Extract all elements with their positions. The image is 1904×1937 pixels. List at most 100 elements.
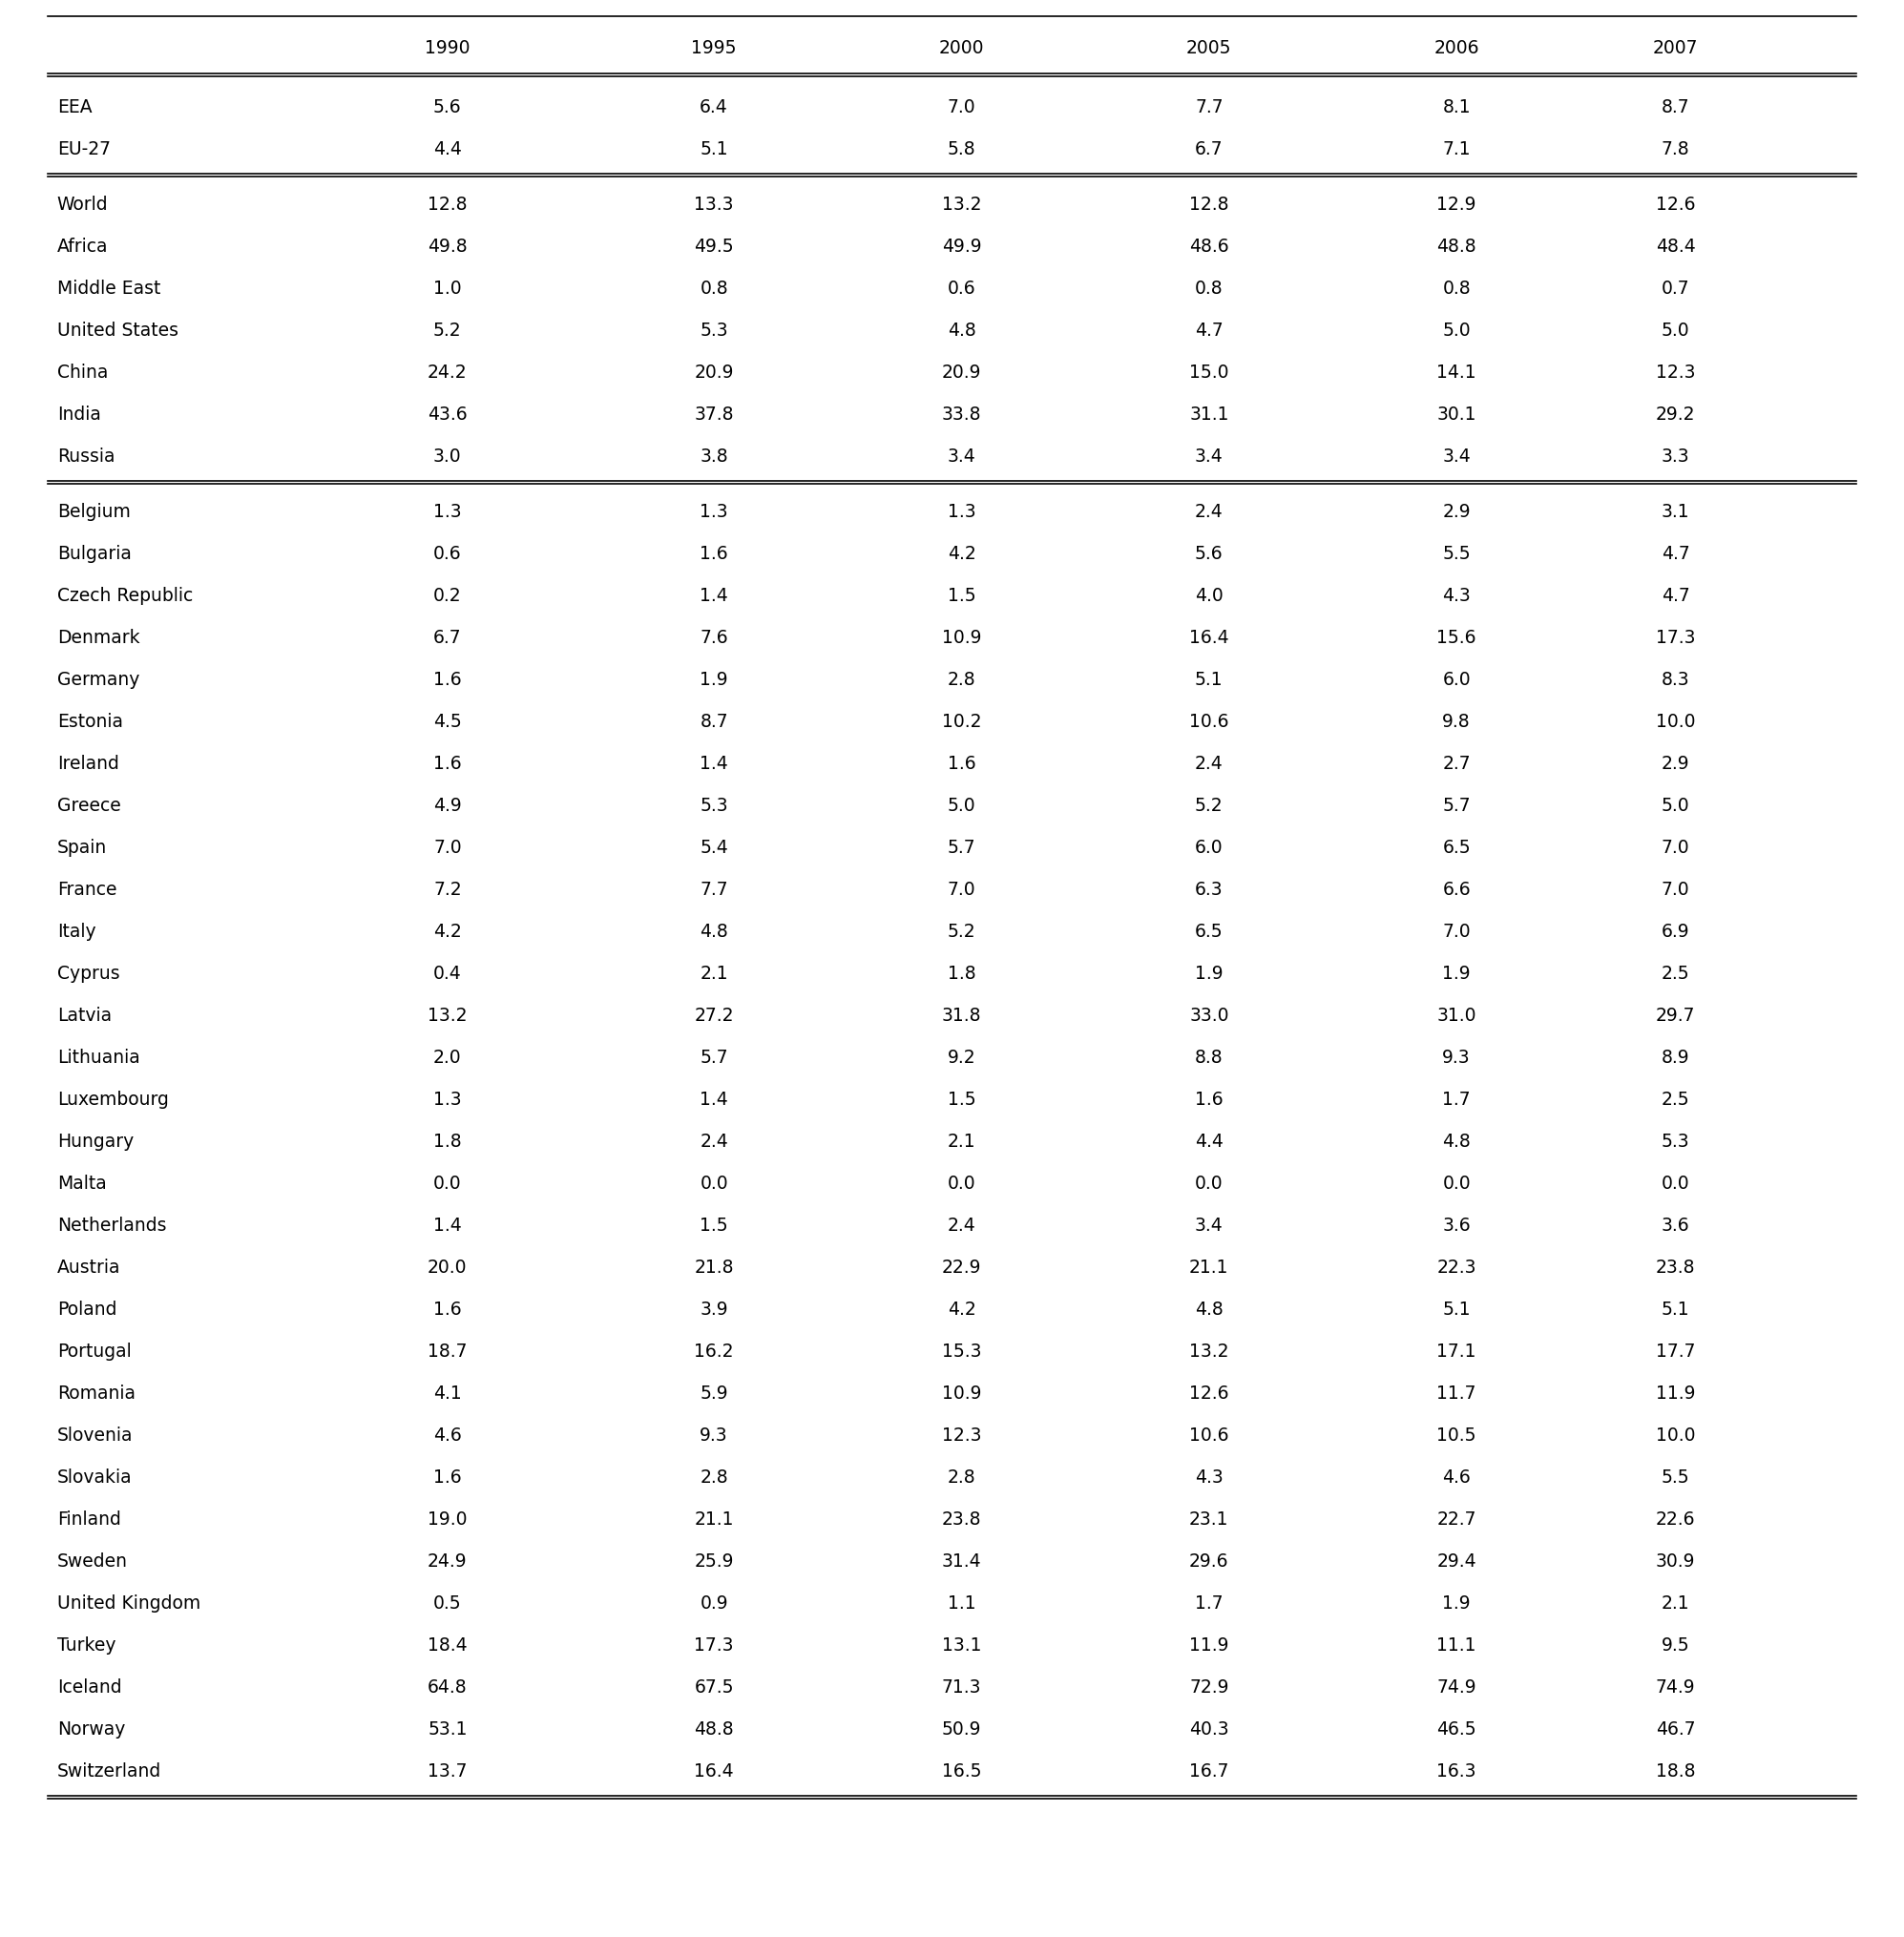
Text: 22.3: 22.3 — [1438, 1259, 1476, 1276]
Text: 0.8: 0.8 — [1443, 281, 1470, 298]
Text: 20.9: 20.9 — [695, 364, 733, 382]
Text: 2.1: 2.1 — [948, 1133, 975, 1151]
Text: 12.9: 12.9 — [1438, 196, 1476, 215]
Text: 0.0: 0.0 — [1443, 1174, 1470, 1193]
Text: 10.6: 10.6 — [1190, 1426, 1228, 1445]
Text: 1.4: 1.4 — [701, 587, 727, 604]
Text: 1.5: 1.5 — [948, 587, 975, 604]
Text: 5.7: 5.7 — [948, 839, 975, 856]
Text: 30.9: 30.9 — [1656, 1552, 1695, 1571]
Text: 13.2: 13.2 — [1190, 1342, 1228, 1360]
Text: 2.9: 2.9 — [1662, 755, 1689, 773]
Text: Finland: Finland — [57, 1511, 122, 1528]
Text: 1.9: 1.9 — [701, 670, 727, 690]
Text: 1.3: 1.3 — [701, 504, 727, 521]
Text: 16.5: 16.5 — [942, 1763, 981, 1780]
Text: 4.5: 4.5 — [434, 713, 461, 730]
Text: 5.0: 5.0 — [1443, 322, 1470, 341]
Text: 22.9: 22.9 — [942, 1259, 981, 1276]
Text: 21.1: 21.1 — [1190, 1259, 1228, 1276]
Text: Lithuania: Lithuania — [57, 1048, 139, 1067]
Text: 0.5: 0.5 — [434, 1594, 461, 1612]
Text: 1.6: 1.6 — [434, 755, 461, 773]
Text: 9.8: 9.8 — [1443, 713, 1470, 730]
Text: Switzerland: Switzerland — [57, 1763, 162, 1780]
Text: 3.1: 3.1 — [1662, 504, 1689, 521]
Text: 2.4: 2.4 — [948, 1216, 975, 1234]
Text: 4.2: 4.2 — [434, 922, 461, 941]
Text: 8.8: 8.8 — [1196, 1048, 1222, 1067]
Text: Belgium: Belgium — [57, 504, 131, 521]
Text: 5.2: 5.2 — [948, 922, 975, 941]
Text: 25.9: 25.9 — [695, 1552, 733, 1571]
Text: 4.8: 4.8 — [948, 322, 975, 341]
Text: 29.4: 29.4 — [1438, 1552, 1476, 1571]
Text: 0.4: 0.4 — [434, 965, 461, 982]
Text: 6.5: 6.5 — [1443, 839, 1470, 856]
Text: 23.8: 23.8 — [942, 1511, 981, 1528]
Text: 2.1: 2.1 — [701, 965, 727, 982]
Text: 0.7: 0.7 — [1662, 281, 1689, 298]
Text: 1.3: 1.3 — [434, 504, 461, 521]
Text: India: India — [57, 407, 101, 424]
Text: 21.1: 21.1 — [695, 1511, 733, 1528]
Text: 5.1: 5.1 — [701, 141, 727, 159]
Text: 11.1: 11.1 — [1438, 1637, 1476, 1654]
Text: 2.8: 2.8 — [701, 1468, 727, 1486]
Text: 2.8: 2.8 — [948, 670, 975, 690]
Text: 5.0: 5.0 — [1662, 322, 1689, 341]
Text: 3.8: 3.8 — [701, 447, 727, 467]
Text: 6.0: 6.0 — [1196, 839, 1222, 856]
Text: 14.1: 14.1 — [1438, 364, 1476, 382]
Text: 8.7: 8.7 — [1662, 99, 1689, 116]
Text: 33.0: 33.0 — [1190, 1007, 1228, 1025]
Text: 4.3: 4.3 — [1196, 1468, 1222, 1486]
Text: 7.0: 7.0 — [1662, 839, 1689, 856]
Text: 2.4: 2.4 — [1196, 504, 1222, 521]
Text: 5.2: 5.2 — [1196, 796, 1222, 815]
Text: 1.6: 1.6 — [434, 670, 461, 690]
Text: 2.7: 2.7 — [1443, 755, 1470, 773]
Text: 4.6: 4.6 — [1443, 1468, 1470, 1486]
Text: 17.3: 17.3 — [695, 1637, 733, 1654]
Text: 27.2: 27.2 — [695, 1007, 733, 1025]
Text: 10.5: 10.5 — [1438, 1426, 1476, 1445]
Text: 53.1: 53.1 — [428, 1720, 466, 1737]
Text: 6.3: 6.3 — [1196, 881, 1222, 899]
Text: China: China — [57, 364, 109, 382]
Text: 16.4: 16.4 — [695, 1763, 733, 1780]
Text: 4.7: 4.7 — [1662, 544, 1689, 564]
Text: 1.8: 1.8 — [434, 1133, 461, 1151]
Text: 13.2: 13.2 — [942, 196, 981, 215]
Text: United States: United States — [57, 322, 179, 341]
Text: 24.9: 24.9 — [428, 1552, 466, 1571]
Text: 10.9: 10.9 — [942, 1385, 981, 1402]
Text: 3.3: 3.3 — [1662, 447, 1689, 467]
Text: Russia: Russia — [57, 447, 114, 467]
Text: United Kingdom: United Kingdom — [57, 1594, 200, 1612]
Text: EU‑27: EU‑27 — [57, 141, 110, 159]
Text: 1.6: 1.6 — [434, 1468, 461, 1486]
Text: 6.7: 6.7 — [1196, 141, 1222, 159]
Text: 3.9: 3.9 — [701, 1300, 727, 1319]
Text: 9.5: 9.5 — [1662, 1637, 1689, 1654]
Text: 4.3: 4.3 — [1443, 587, 1470, 604]
Text: 0.6: 0.6 — [948, 281, 975, 298]
Text: 7.0: 7.0 — [948, 99, 975, 116]
Text: 5.3: 5.3 — [701, 796, 727, 815]
Text: 7.2: 7.2 — [434, 881, 461, 899]
Text: 48.8: 48.8 — [695, 1720, 733, 1737]
Text: 5.0: 5.0 — [1662, 796, 1689, 815]
Text: 1.9: 1.9 — [1443, 965, 1470, 982]
Text: 0.0: 0.0 — [1196, 1174, 1222, 1193]
Text: 6.6: 6.6 — [1443, 881, 1470, 899]
Text: Latvia: Latvia — [57, 1007, 112, 1025]
Text: 23.1: 23.1 — [1190, 1511, 1228, 1528]
Text: 0.0: 0.0 — [434, 1174, 461, 1193]
Text: 11.9: 11.9 — [1656, 1385, 1695, 1402]
Text: Portugal: Portugal — [57, 1342, 131, 1360]
Text: 7.8: 7.8 — [1662, 141, 1689, 159]
Text: 29.2: 29.2 — [1656, 407, 1695, 424]
Text: 11.9: 11.9 — [1190, 1637, 1228, 1654]
Text: 17.3: 17.3 — [1656, 630, 1695, 647]
